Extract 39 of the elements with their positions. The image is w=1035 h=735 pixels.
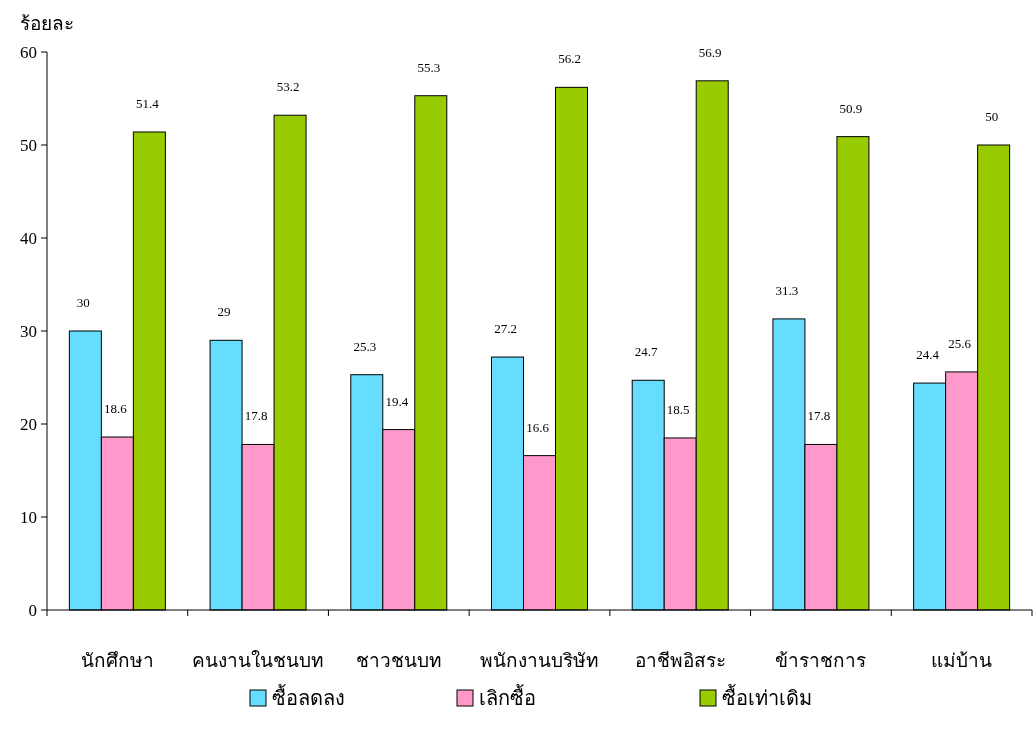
data-label: 19.4 (385, 393, 409, 409)
y-tick-label: 10 (20, 508, 37, 527)
y-tick-label: 30 (20, 322, 37, 341)
data-label: 50.9 (839, 100, 863, 116)
data-label: 31.3 (775, 282, 799, 298)
data-label: 56.2 (558, 51, 581, 67)
data-label: 24.7 (634, 344, 659, 360)
data-label: 17.8 (807, 408, 831, 424)
y-tick-label: 40 (20, 229, 37, 248)
legend-label: เลิกซื้อ (479, 684, 536, 709)
data-label: 30 (76, 295, 90, 310)
y-tick-label: 20 (20, 415, 37, 434)
x-tick-label: พนักงานบริษัท (480, 650, 599, 671)
data-label: 29 (217, 304, 231, 320)
x-tick-label: ชาวชนบท (355, 650, 442, 671)
data-label: 56.9 (698, 44, 722, 60)
data-label: 51.4 (135, 95, 160, 111)
data-label: 55.3 (417, 59, 441, 75)
legend-label: ซื้อลดลง (272, 684, 345, 709)
data-label: 25.6 (948, 335, 972, 351)
y-tick-label: 60 (20, 43, 37, 62)
legend-label: ซื้อเท่าเดิม (722, 684, 812, 709)
x-tick-label: นักศึกษา (80, 650, 154, 671)
y-tick-label: 50 (20, 136, 37, 155)
data-label: 25.3 (353, 338, 377, 354)
x-tick-label: คนงานในชนบท (192, 650, 325, 671)
data-label: 18.5 (666, 401, 690, 417)
data-label: 17.8 (244, 408, 268, 424)
y-axis-title: ร้อยละ (20, 13, 74, 34)
x-tick-label: อาชีพอิสระ (634, 650, 726, 671)
y-tick-label: 0 (28, 601, 37, 620)
data-label: 53.2 (276, 79, 300, 95)
x-tick-label: ข้าราชการ (775, 650, 867, 671)
data-label: 18.6 (103, 401, 128, 417)
x-tick-label: แม่บ้าน (931, 650, 993, 671)
data-label: 27.2 (494, 321, 517, 337)
data-label: 50 (985, 109, 999, 124)
data-label: 24.4 (916, 347, 940, 363)
data-label: 16.6 (526, 419, 550, 435)
